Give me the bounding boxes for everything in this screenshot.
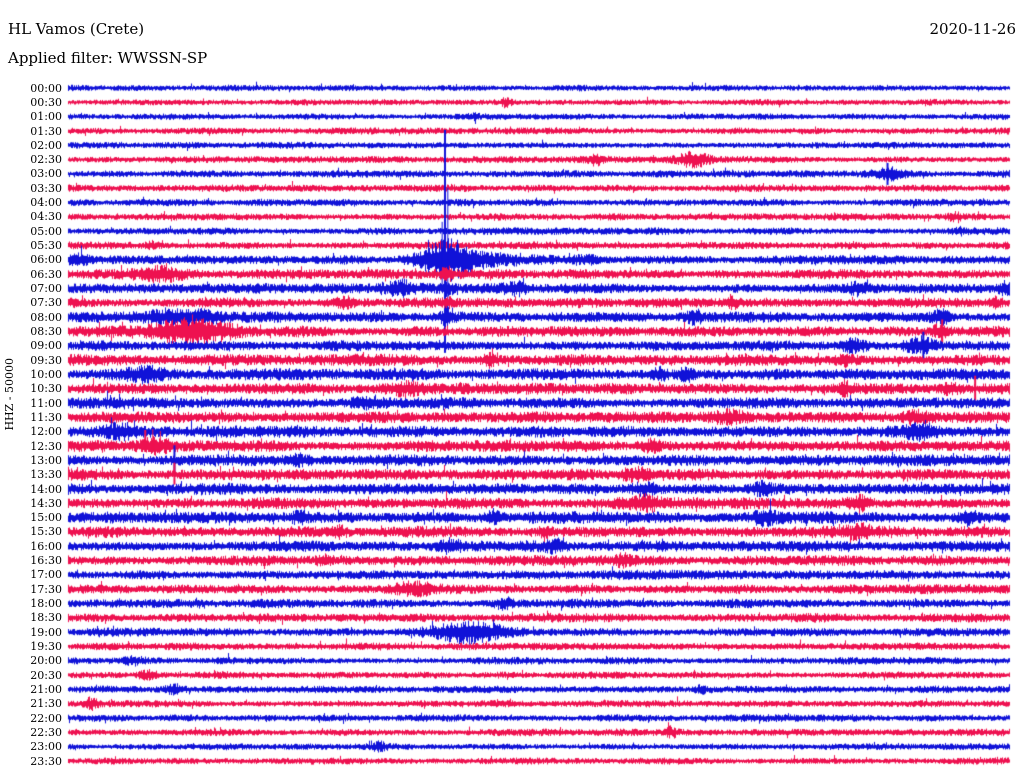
time-label: 04:00 [30,196,62,210]
time-label: 16:00 [30,539,62,553]
time-label: 07:30 [30,296,62,310]
time-label: 11:00 [30,396,62,410]
time-label: 06:00 [30,253,62,267]
time-label: 09:00 [30,339,62,353]
time-label: 04:30 [30,210,62,224]
time-label: 14:30 [30,496,62,510]
time-label: 03:00 [30,167,62,181]
time-label: 22:00 [30,711,62,725]
time-label: 11:30 [30,410,62,424]
time-label: 12:30 [30,439,62,453]
time-label: 21:30 [30,697,62,711]
time-label: 15:00 [30,511,62,525]
time-label: 02:30 [30,153,62,167]
time-label: 01:00 [30,110,62,124]
time-label: 19:30 [30,640,62,653]
time-label: 01:30 [30,124,62,138]
time-label: 07:00 [30,282,62,295]
time-label: 02:00 [30,138,62,152]
time-label: 15:30 [30,525,62,539]
time-label: 00:00 [30,81,62,95]
time-label: 14:00 [30,482,62,496]
time-label: 20:30 [30,668,62,682]
time-label: 09:30 [30,353,62,367]
time-label: 16:30 [30,554,62,568]
time-label: 18:00 [30,597,62,610]
time-label: 13:30 [30,468,62,482]
time-label: 23:30 [30,754,62,768]
time-label: 22:30 [30,725,62,739]
time-label: 23:00 [30,740,62,754]
time-label: 05:00 [30,224,62,238]
time-label: 21:00 [30,682,62,696]
time-label: 20:00 [30,654,62,668]
time-label: 10:30 [30,382,62,396]
time-label: 19:00 [30,625,62,639]
time-label: 05:30 [30,239,62,252]
time-label: 10:00 [30,367,62,381]
time-label: 12:00 [30,425,62,439]
time-label: 03:30 [30,181,62,195]
time-label: 17:30 [30,582,62,596]
time-label: 00:30 [30,95,62,109]
time-label: 18:30 [30,611,62,625]
time-label: 13:00 [30,453,62,467]
time-label: 08:00 [30,310,62,324]
time-label: 06:30 [30,267,62,281]
time-label: 17:00 [30,568,62,582]
time-label: 08:30 [30,324,62,338]
